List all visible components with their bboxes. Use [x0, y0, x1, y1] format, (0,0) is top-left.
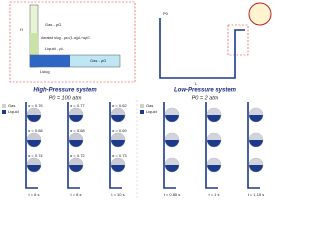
label: Gas - ρG [90, 58, 106, 63]
liquid-slug [30, 55, 70, 67]
left-schematic: Gas - ρG Aerated slug - ρs=(1-α)ρL+αρG L… [9, 1, 136, 83]
legend-label: Gas [146, 103, 153, 108]
gas-region [69, 158, 83, 165]
legend-label: Liquid [146, 109, 157, 114]
time-label: t = 10 s [111, 192, 124, 197]
gas-region [111, 108, 125, 115]
time-label: t = 8 s [70, 192, 81, 197]
pipe [67, 102, 80, 189]
gas-region [165, 108, 179, 115]
label: Lslug [40, 69, 50, 74]
gas-region [249, 158, 263, 165]
panel-title: Low-Pressure system [174, 88, 237, 94]
zoom-box [9, 1, 136, 83]
void-fraction: α = 0.72 [70, 153, 85, 158]
label: H [20, 27, 23, 32]
gas-region [27, 108, 41, 115]
pressure-label: P0 = 100 atm [49, 95, 82, 101]
pipe [25, 102, 38, 189]
gas-region [249, 108, 263, 115]
gas-region [165, 158, 179, 165]
gas-region [207, 133, 221, 140]
time-label: t = 1 s [208, 192, 219, 197]
page: Gas - ρG Aerated slug - ρs=(1-α)ρL+αρG L… [2, 1, 272, 200]
void-fraction: α = 0.68 [28, 128, 43, 133]
label: L [195, 81, 198, 86]
void-fraction: α = 0.69 [112, 128, 127, 133]
label: P0 [163, 11, 169, 16]
legend-swatch [2, 110, 6, 114]
pipe [109, 102, 122, 189]
time-label: t = 0.85 s [164, 192, 181, 197]
label: Liquid - ρL [45, 46, 65, 51]
void-fraction: α = 0.74 [28, 153, 43, 158]
time-label: t = 1.15 s [248, 192, 265, 197]
pipe [205, 102, 218, 189]
gas-region [207, 108, 221, 115]
void-fraction: α = 0.73 [112, 153, 127, 158]
void-fraction: α = 0.76 [28, 103, 43, 108]
legend-swatch [140, 104, 144, 108]
right-schematic: P0 L [159, 2, 272, 86]
gas-region [27, 133, 41, 140]
panel-title: High-Pressure system [33, 88, 97, 94]
gas-region [69, 108, 83, 115]
gas-region [27, 158, 41, 165]
void-fraction: α = 0.68 [70, 128, 85, 133]
aerated-slug [30, 33, 38, 55]
pipe [159, 18, 245, 79]
time-label: t = 6 s [28, 192, 39, 197]
gas-region [249, 133, 263, 140]
label: Gas - ρG [45, 22, 61, 27]
gas-region [111, 158, 125, 165]
void-fraction: α = 0.62 [112, 103, 127, 108]
figure: Gas - ρG Aerated slug - ρs=(1-α)ρL+αρG L… [2, 1, 272, 200]
legend-label: Gas [8, 103, 15, 108]
void-fraction: α = 0.77 [70, 103, 85, 108]
legend-swatch [140, 110, 144, 114]
gas-region [165, 133, 179, 140]
gas-region [207, 158, 221, 165]
pipe [163, 102, 176, 189]
pressure-label: P0 = 2 atm [192, 95, 219, 101]
pipe [247, 102, 260, 189]
legend-swatch [2, 104, 6, 108]
gas-region [111, 133, 125, 140]
legend-label: Liquid [8, 109, 19, 114]
gas-region [69, 133, 83, 140]
label: Aerated slug - ρs=(1-α)ρL+αρG [41, 36, 90, 40]
zoom-box [227, 24, 249, 56]
logo [248, 2, 272, 26]
